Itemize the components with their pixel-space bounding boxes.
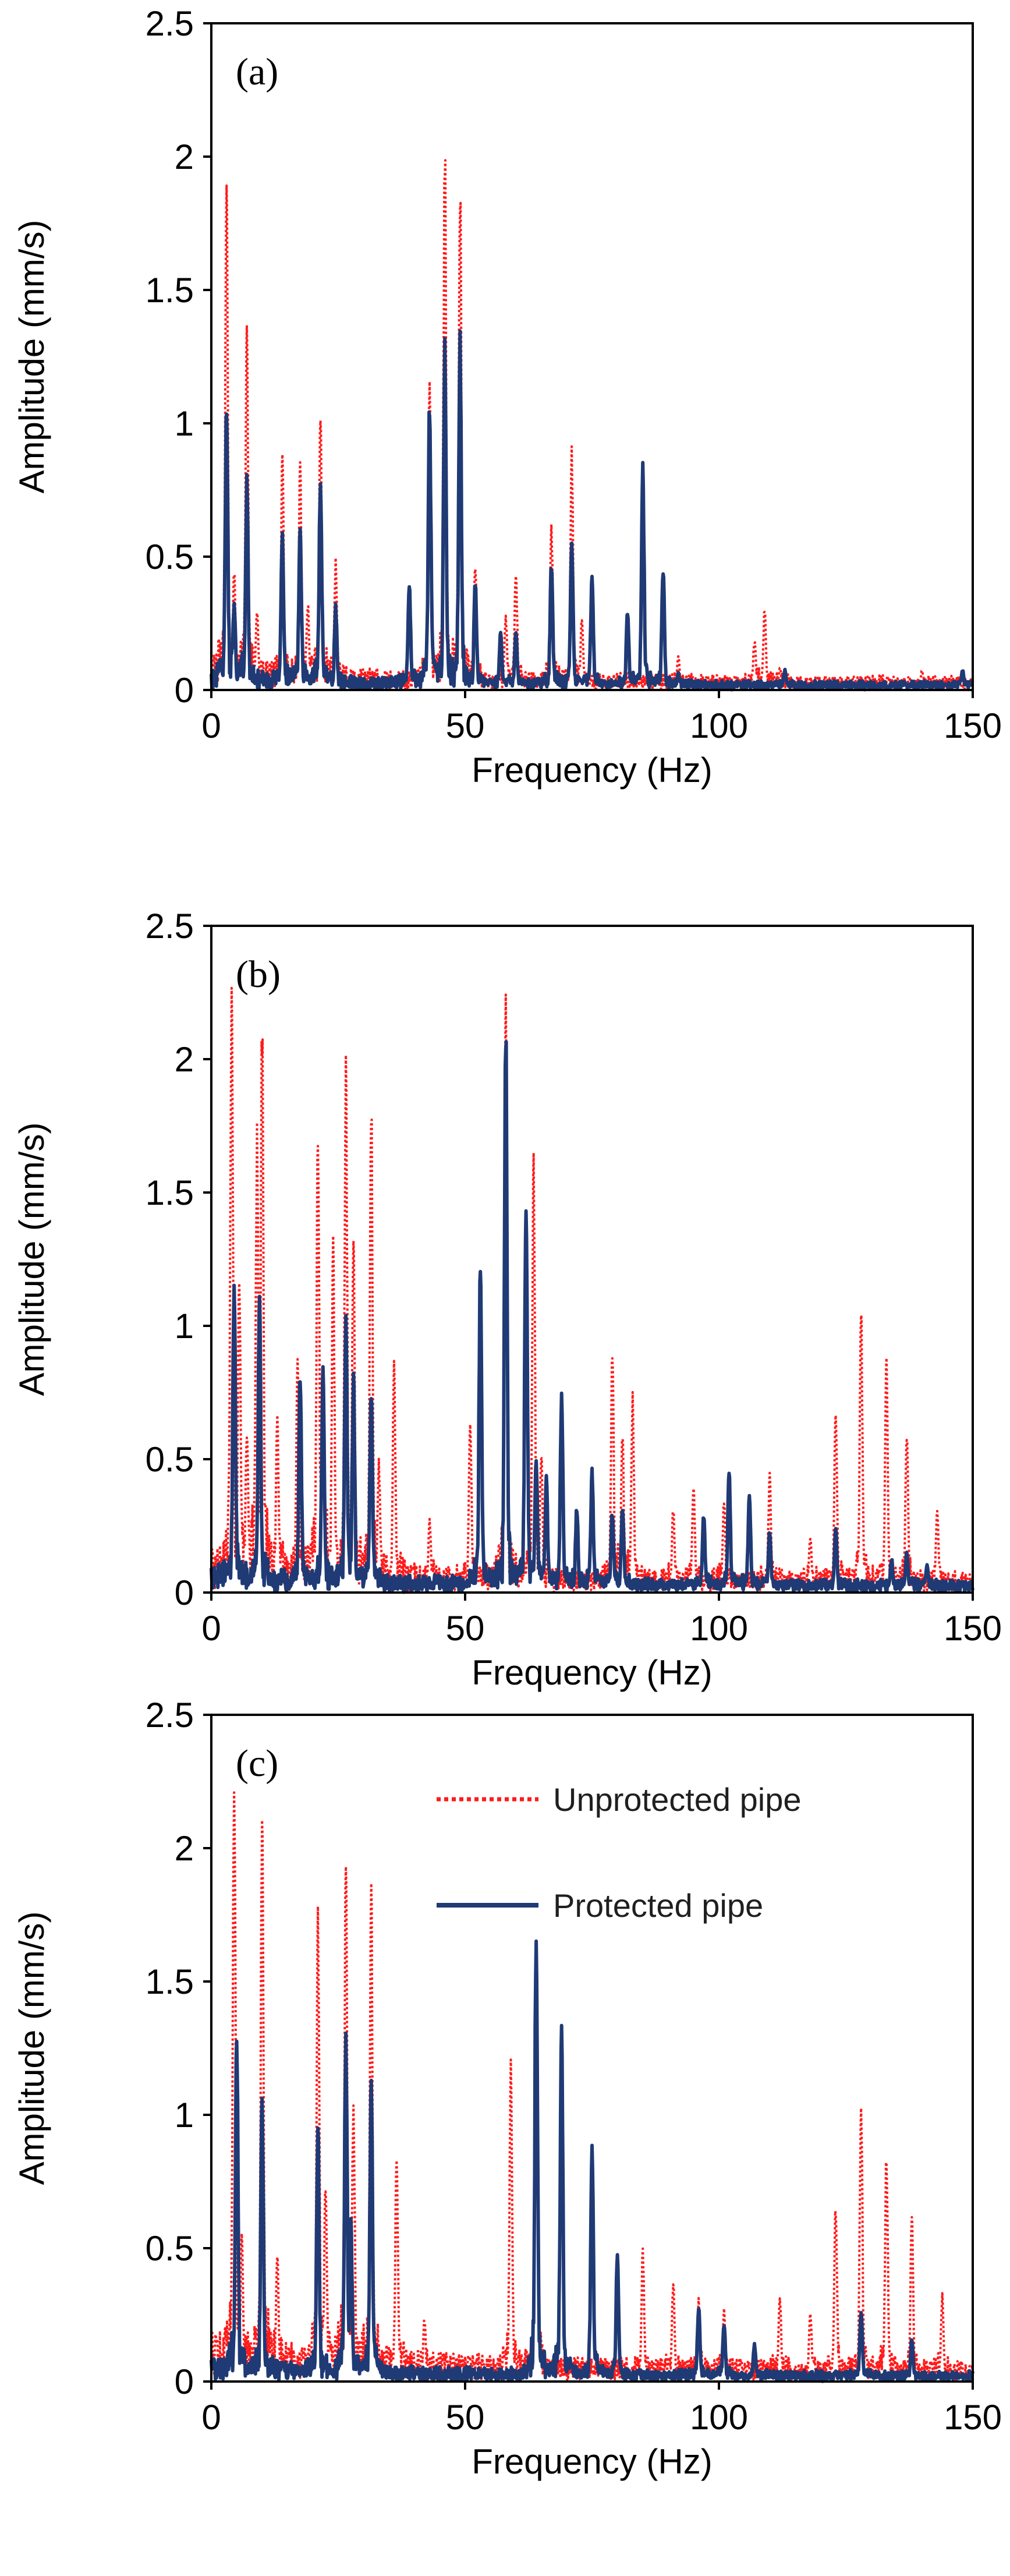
y-tick-label-a: 1	[175, 404, 194, 443]
x-tick-label-c: 0	[201, 2398, 221, 2437]
legend: Unprotected pipe Protected pipe	[437, 1781, 802, 1924]
y-tick-label-b: 0.5	[146, 1440, 194, 1479]
x-tick-label-b: 100	[690, 1609, 748, 1648]
y-tick-label-a: 2.5	[146, 4, 194, 43]
y-tick-label-b: 2	[175, 1040, 194, 1079]
x-tick-label-a: 150	[944, 706, 1002, 745]
y-tick-label-b: 1	[175, 1307, 194, 1346]
y-axis-title-a: Amplitude (mm/s)	[12, 220, 51, 493]
x-axis-title-b: Frequency (Hz)	[472, 1653, 712, 1692]
y-axis-title-b: Amplitude (mm/s)	[12, 1122, 51, 1396]
y-tick-label-a: 0	[175, 671, 194, 710]
chart-panel-a: 0 50 100 150 0 0.5 1 1.5 2 2.5 (a) Frequency (Hz)…	[12, 4, 1002, 790]
protected-series-line-c	[210, 1939, 974, 2383]
y-tick-label-c: 1.5	[146, 1962, 194, 2001]
y-tick-label-b: 2.5	[146, 907, 194, 946]
x-tick-label-a: 0	[201, 706, 221, 745]
legend-protected-label: Protected pipe	[553, 1887, 763, 1924]
y-tick-label-a: 0.5	[146, 537, 194, 576]
protected-series-line-a	[210, 329, 974, 692]
y-tick-label-c: 0	[175, 2362, 194, 2401]
panel-label-c: (c)	[236, 1742, 278, 1785]
x-tick-label-c: 100	[690, 2398, 748, 2437]
y-tick-label-c: 2	[175, 1829, 194, 1868]
y-tick-label-c: 0.5	[146, 2229, 194, 2268]
plot-frame-a	[210, 22, 974, 691]
x-tick-label-b: 0	[201, 1609, 221, 1648]
plot-frame-c	[210, 1714, 974, 2383]
y-tick-label-a: 1.5	[146, 271, 194, 310]
x-tick-label-a: 50	[446, 706, 485, 745]
y-tick-label-c: 1	[175, 2096, 194, 2135]
unprotected-series-line-a	[210, 159, 974, 691]
series-layer-b	[210, 986, 974, 1594]
protected-series-line-b	[210, 1040, 974, 1594]
x-tick-label-c: 150	[944, 2398, 1002, 2437]
ticks-layer-b: 0 50 100 150 0 0.5 1 1.5 2 2.5	[146, 907, 1002, 1648]
x-tick-label-b: 50	[446, 1609, 485, 1648]
panel-label-a: (a)	[236, 51, 278, 93]
y-axis-title-c: Amplitude (mm/s)	[12, 1911, 51, 2185]
x-axis-title-c: Frequency (Hz)	[472, 2442, 712, 2481]
series-layer-c	[210, 1791, 974, 2383]
y-tick-label-a: 2	[175, 137, 194, 176]
plot-frame-b	[210, 925, 974, 1594]
x-tick-label-a: 100	[690, 706, 748, 745]
chart-panel-c: 0 50 100 150 0 0.5 1 1.5 2 2.5 (c) Frequency (Hz)…	[12, 1696, 1002, 2481]
x-axis-title-a: Frequency (Hz)	[472, 751, 712, 790]
panel-label-b: (b)	[236, 953, 281, 996]
ticks-layer-c: 0 50 100 150 0 0.5 1 1.5 2 2.5	[146, 1696, 1002, 2437]
ticks-layer-a: 0 50 100 150 0 0.5 1 1.5 2 2.5	[146, 4, 1002, 745]
chart-panel-b: 0 50 100 150 0 0.5 1 1.5 2 2.5 (b) Frequency (Hz)…	[12, 907, 1002, 1692]
x-tick-label-b: 150	[944, 1609, 1002, 1648]
y-tick-label-b: 0	[175, 1573, 194, 1612]
series-layer-a	[210, 159, 974, 692]
unprotected-series-line-c	[210, 1791, 974, 2382]
x-tick-label-c: 50	[446, 2398, 485, 2437]
y-tick-label-c: 2.5	[146, 1696, 194, 1735]
legend-unprotected-label: Unprotected pipe	[553, 1781, 802, 1818]
y-tick-label-b: 1.5	[146, 1173, 194, 1212]
